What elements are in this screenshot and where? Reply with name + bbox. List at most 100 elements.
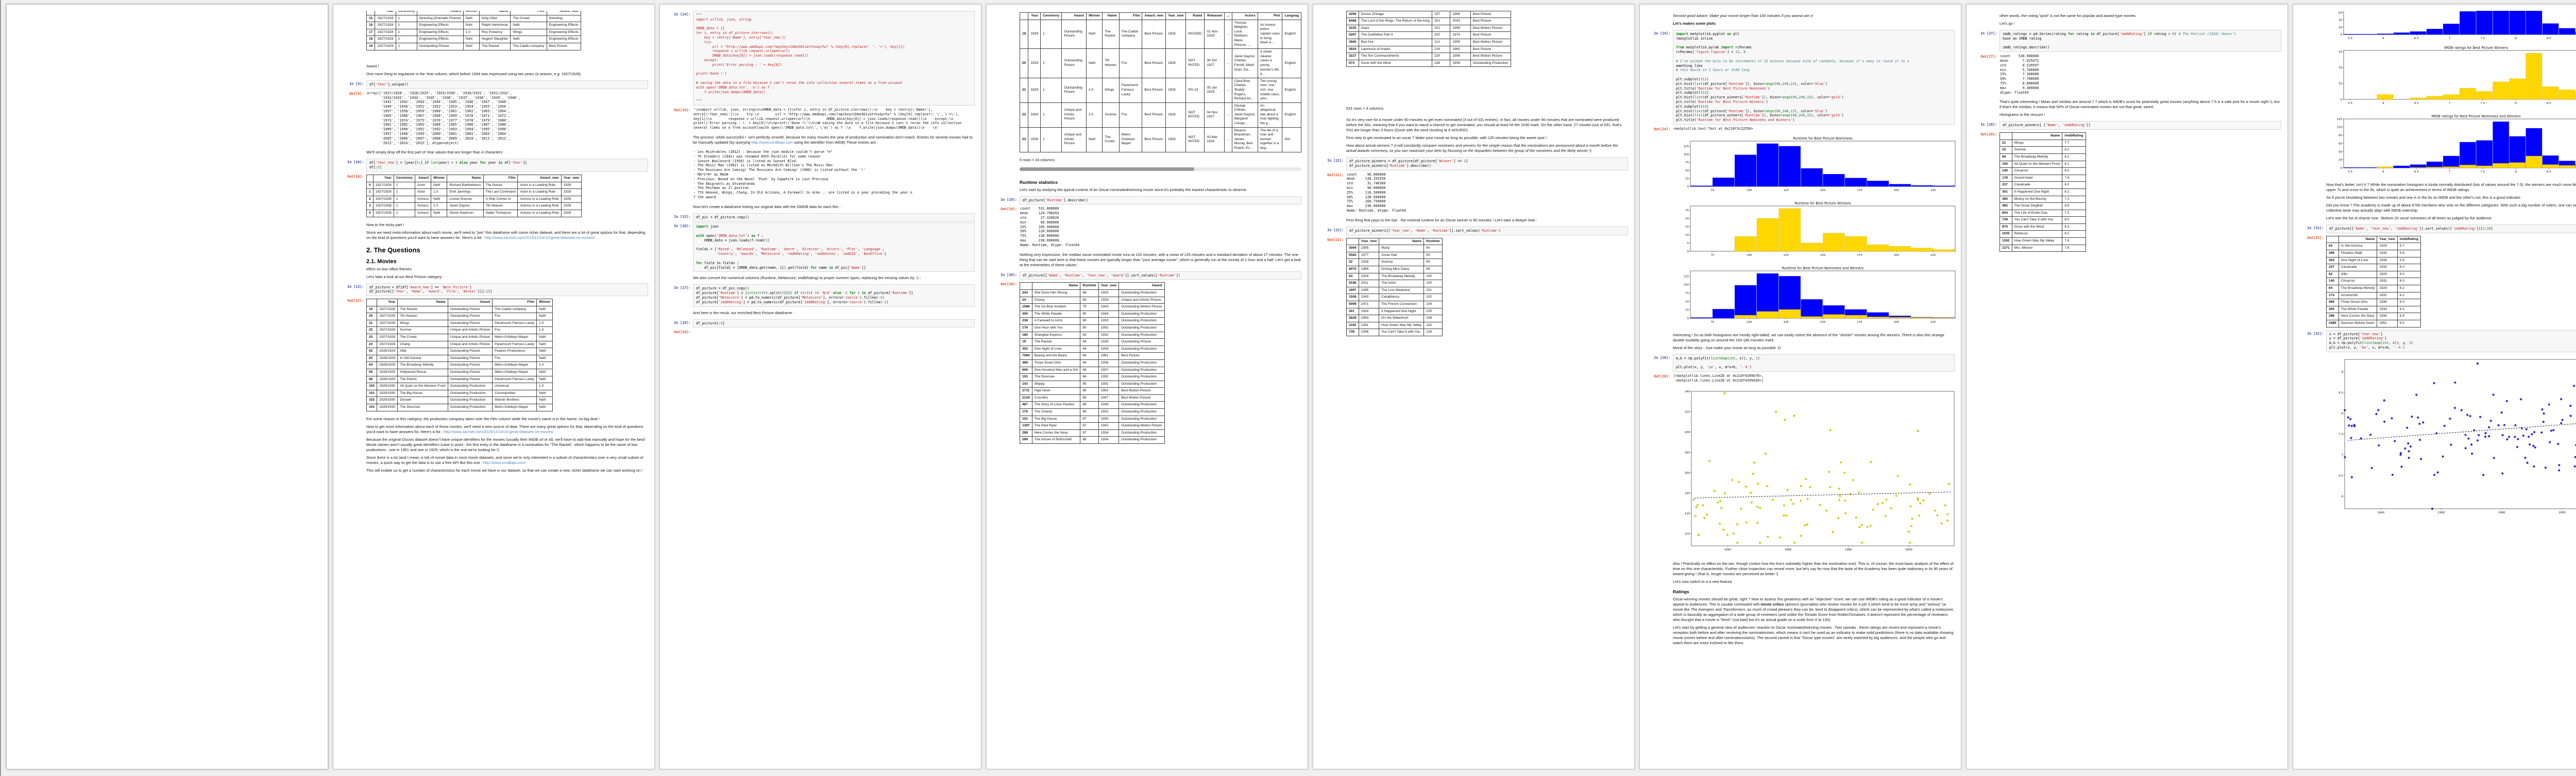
table-cell: Sunrise	[397, 326, 448, 335]
table-cell: The Story of Louis Pasteur	[1031, 401, 1081, 409]
column-header: ...	[1224, 12, 1232, 20]
code-source[interactable]: df['Year_new'] = [year[5:] if len(year) …	[366, 159, 648, 172]
cell-body: Aha ! Practically no effect on the win, …	[1673, 559, 1955, 648]
text-link[interactable]: http://www.omdbapi.com	[751, 140, 793, 145]
table-cell: Grand Hotel	[2011, 174, 2063, 182]
code-source[interactable]: m,b = np.polyfit(list(map(int, x)), y, 1…	[1673, 354, 1955, 372]
cell-body: array(['1927/1928', '1928/1929', '1929/1…	[366, 90, 648, 147]
table-cell: 80	[1080, 324, 1099, 332]
column-header: Winner	[536, 299, 553, 306]
table-cell: 3225	[1346, 24, 1359, 32]
table-cell: 7.6	[2062, 244, 2086, 252]
code-source[interactable]: import json with open('OMDB_data.txt') a…	[693, 222, 975, 272]
code-source[interactable]: df_picture[['Name', 'Runtime', 'Year_new…	[1020, 271, 1301, 280]
table-cell: 8.2	[2062, 188, 2086, 196]
table-cell: 176	[1020, 408, 1032, 416]
table-cell: The Divorcee	[397, 404, 448, 411]
notebook-cell: Out[9]: array(['1927/1928', '1928/1929', …	[337, 90, 648, 147]
table-cell: 84	[1080, 373, 1099, 381]
table-cell: An honest police captain vows to bring d…	[1257, 19, 1283, 49]
table-row: 7094 Beauty and the Beast 84 1991 Best Pictu…	[1020, 352, 1165, 360]
input-prompt: In [13]:	[347, 284, 364, 289]
svg-text:100: 100	[1684, 283, 1689, 286]
code-source[interactable]: df_picture['Runtime'].describe()	[1020, 196, 1301, 205]
markdown-cell: We'll simply drop off the first part of …	[366, 150, 648, 155]
code-source[interactable]: df['Year'].unique()	[366, 80, 648, 89]
table-cell: 2829	[1346, 315, 1359, 322]
cell-body: 5 rows × 24 columns	[1020, 155, 1301, 165]
table-cell: 305	[1020, 310, 1032, 318]
code-source[interactable]: df_picture[:5]	[693, 319, 975, 328]
table-cell: 1927/1928	[377, 305, 398, 314]
table-cell: 82	[1080, 331, 1099, 339]
table-row: 22 1928 1 Unique and Artistic Picture 1.0 Sun…	[1019, 102, 1301, 128]
table-cell: 1.0	[536, 326, 553, 335]
code-source[interactable]: imdb_ratings = pd.Series(rating for rati…	[1999, 30, 2281, 53]
table-cell: NOT RATED	[1185, 127, 1205, 152]
code-source[interactable]: df_picture = df[df['Award_new'] == 'Best…	[366, 283, 648, 297]
code-source[interactable]: """ import urllib, json, string OMDB_dat…	[693, 11, 975, 106]
table-cell: 62	[366, 348, 378, 355]
dataframe-table: Name imdbRating 21 Wings 7.7 22 Sunrise 8.2 64 Th…	[1999, 132, 2086, 252]
scrollbar-thumb[interactable]	[1020, 167, 1195, 171]
table-row: 489 Three Smart Girls 1936 6.3	[2326, 299, 2421, 306]
column-header: Film	[510, 11, 547, 15]
column-header: Award_new	[546, 11, 581, 15]
table-cell: The Caddo company	[492, 305, 537, 314]
cell-body: So it's very rare for a movie under 80 m…	[1346, 115, 1628, 156]
cell-body: Name Year_new imdbRating 63 In Old Arizona 19…	[2326, 234, 2576, 329]
svg-text:200: 200	[1894, 254, 1900, 257]
chart-imdb_hist_winners: IMDB ratings for Best Picture Winners 0 10…	[2338, 46, 2576, 105]
table-row: 21 Wings 7.7	[1999, 139, 2086, 147]
code-source[interactable]: df_picture[['Name', 'Year_new', 'imdbRat…	[2326, 225, 2576, 233]
code-source[interactable]: import matplotlib.pyplot as plt %matplot…	[1673, 30, 1955, 125]
table-row: 4294 Doctor Zhivago 197 1965 Best Picture	[1346, 11, 1511, 19]
svg-text:6.5: 6.5	[2414, 37, 2419, 40]
text-link[interactable]: http://www.zanmel.com/2015/12/14/10-grea…	[443, 429, 554, 434]
table-cell: Outstanding Production	[1118, 324, 1165, 332]
table-cell: Outstanding Picture	[1061, 77, 1087, 103]
code-source[interactable]: df_picture = df_pic.copy() df_picture['R…	[693, 284, 975, 307]
text-link[interactable]: http://www.zanmel.com/2015/12/14/10-grea…	[485, 235, 595, 240]
notebook-cell: In [10]: df['Year_new'] = [year[5:] if le…	[337, 159, 648, 172]
table-cell: 7th Heaven	[483, 202, 518, 210]
table-row: 2829 1954 On the Waterfront 108	[1346, 315, 1443, 322]
table-row: 64 1929 The Broadway Melody 100	[1346, 272, 1443, 281]
code-source[interactable]: df_picture_winners[ ['Name', 'imdbRating…	[1999, 121, 2281, 130]
svg-text:225: 225	[1930, 321, 1936, 324]
text-link[interactable]: http://www.omdbapi.com/	[483, 460, 526, 465]
table-row: 301 It Happened One Night 8.2	[1999, 188, 2086, 196]
table-cell: Metro-Goldwyn-Mayer	[1118, 127, 1143, 152]
table-cell: 298	[2326, 313, 2339, 320]
table-cell: Unique and Artistic Picture	[1118, 296, 1165, 304]
table-cell: 4	[366, 209, 374, 217]
table-cell: 1928	[1098, 296, 1120, 304]
table-cell: 6.3	[2397, 299, 2421, 306]
table-cell: The Racket	[1102, 19, 1120, 49]
cell-body: Runtime for Best Picture Nominees and Wi…	[1673, 263, 1956, 329]
table-cell: 1928	[1165, 77, 1187, 103]
table-fragment: Year Ceremony Award Winner Name Film Award_new…	[337, 11, 648, 60]
paragraph: First step to get nominated to an oscar …	[1346, 135, 1547, 140]
table-cell: 100	[1999, 160, 2012, 168]
table-cell: Metro-Goldwyn-Mayer	[492, 369, 537, 376]
table-cell: 9186	[1346, 280, 1359, 287]
svg-text:Runtime for Best Picture Nomin: Runtime for Best Picture Nominees	[1793, 136, 1853, 141]
paragraph: Because the original Oscars dataset does…	[366, 437, 646, 452]
svg-text:6.5: 6.5	[2414, 102, 2419, 105]
table-cell: Annie Hall	[1379, 251, 1425, 260]
table-cell: 1928	[561, 202, 582, 210]
table-cell: 305	[2326, 305, 2339, 314]
table-cell: 1	[395, 22, 417, 29]
table-cell: Outstanding Production	[1118, 331, 1165, 339]
table-cell: 1927/1928	[377, 319, 398, 327]
code-source[interactable]: df_picture_winners[['Year_new', 'Name', …	[1346, 226, 1628, 235]
table-cell: 299	[1020, 436, 1032, 444]
code-source[interactable]: df_pic = df_picture.copy()	[693, 213, 975, 222]
column-header: Film	[492, 299, 537, 306]
cell-body: Runtime for Best Picture Nominees 0 25 50 75…	[1673, 133, 1956, 197]
table-cell: 19	[1020, 338, 1032, 346]
code-source[interactable]: df_picture_winners = df_picture[df_pictu…	[1346, 157, 1628, 170]
code-source[interactable]: x = df_picture['Year_new'] y = df_pictur…	[2326, 330, 2576, 352]
table-row: 63 In Old Arizona 1929 5.7	[2326, 243, 2421, 250]
